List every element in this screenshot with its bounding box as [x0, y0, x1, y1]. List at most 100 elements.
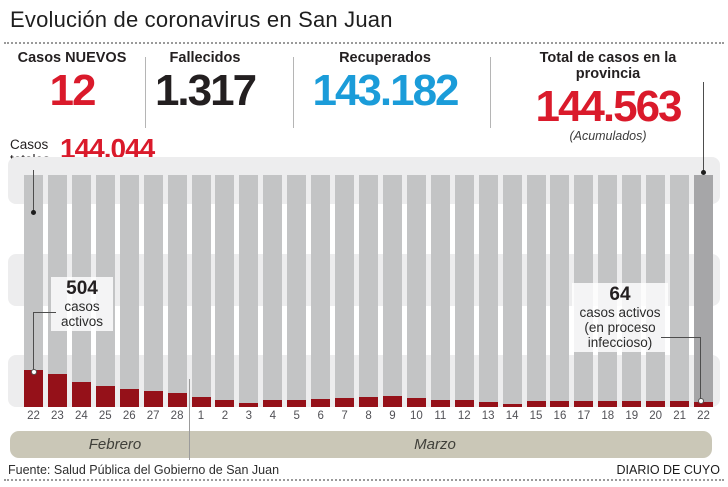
marker-dot-total-provincia: [701, 170, 706, 175]
x-tick-label: 23: [51, 410, 64, 422]
total-bar: [287, 175, 307, 407]
total-bar: [143, 175, 163, 407]
active-bar: [406, 398, 426, 407]
leader-line-feb-active-v: [33, 312, 34, 370]
total-bar: [430, 175, 450, 407]
stat-total-provincia: Total de casos en la provincia 144.563 (…: [510, 50, 706, 143]
total-bar: [359, 175, 379, 407]
active-bar: [622, 401, 642, 407]
total-bar: [335, 175, 355, 407]
leader-line-mar-active-h: [661, 337, 700, 338]
marker-dot-feb-active: [31, 369, 37, 375]
active-bar: [598, 401, 618, 407]
total-bar: [382, 175, 402, 407]
total-bar: [311, 175, 331, 407]
x-tick-label: 25: [98, 410, 112, 422]
stat-label: Fallecidos: [169, 50, 241, 66]
x-tick-label: 27: [146, 410, 160, 422]
x-tick-label: 16: [553, 410, 567, 422]
active-bar: [263, 400, 283, 407]
annotation-line: (en proceso: [584, 320, 656, 335]
total-bar: [550, 175, 570, 407]
x-tick-label: 21: [673, 410, 686, 422]
total-bar: [263, 175, 283, 407]
stat-recuperados: Recuperados 143.182: [302, 50, 468, 113]
annotation-line: casos activos: [579, 305, 661, 320]
annotation-line: activos: [60, 314, 104, 329]
active-bar: [359, 397, 379, 407]
x-tick-label: 8: [365, 410, 372, 422]
active-bar: [239, 403, 259, 407]
page-title: Evolución de coronavirus en San Juan: [10, 7, 393, 32]
stat-note: (Acumulados): [569, 129, 647, 143]
stat-casos-nuevos: Casos NUEVOS 12: [6, 50, 138, 115]
x-tick-label: 11: [434, 410, 447, 422]
active-bar: [215, 400, 235, 407]
stat-value: 144.563: [535, 82, 682, 131]
total-bar: [167, 175, 187, 407]
active-bar: [95, 386, 115, 407]
x-tick-label: 9: [389, 410, 396, 422]
leader-line-total-provincia: [703, 82, 704, 172]
active-bar: [670, 401, 690, 407]
stat-fallecidos: Fallecidos 1.317: [152, 50, 258, 115]
active-bar: [24, 370, 43, 407]
active-bar: [574, 401, 594, 407]
x-tick-label: 3: [245, 410, 253, 422]
active-bar: [502, 404, 522, 407]
active-bar: [646, 401, 666, 407]
annotation-value: 64: [609, 284, 631, 305]
active-bar: [167, 393, 187, 407]
x-tick-label: 2: [221, 410, 229, 422]
stat-label: Total de casos en la provincia: [539, 50, 677, 82]
stat-value: 1.317: [154, 66, 257, 115]
month-divider-line: [189, 379, 190, 460]
active-bar: [335, 398, 355, 407]
x-tick-label: 15: [529, 410, 543, 422]
month-label-febrero: Febrero: [88, 436, 142, 453]
total-bar: [478, 175, 498, 407]
x-tick-label: 20: [649, 410, 663, 422]
x-tick-label: 13: [481, 410, 495, 422]
active-bar: [694, 402, 714, 407]
active-bar: [191, 397, 211, 407]
annotation-value: 504: [66, 278, 98, 299]
x-tick-label: 17: [577, 410, 591, 422]
active-bar: [311, 399, 331, 407]
annotation-feb-active: 504 casos activos: [51, 277, 113, 331]
x-tick-label: 1: [197, 410, 205, 422]
active-bar: [47, 374, 67, 407]
stat-value: 12: [49, 66, 97, 115]
total-bar: [215, 175, 235, 407]
marker-dot-mar-active: [698, 398, 704, 404]
month-axis-band: [10, 431, 712, 458]
x-tick-label: 18: [601, 410, 615, 422]
active-bar: [478, 402, 498, 407]
x-tick-label: 12: [457, 410, 471, 422]
stat-label: Casos NUEVOS: [17, 50, 127, 66]
marker-dot-casos-totales: [31, 210, 36, 215]
total-bar: [24, 175, 43, 407]
active-bar: [454, 400, 474, 407]
x-tick-label: 10: [409, 410, 423, 422]
x-tick-label: 14: [505, 410, 519, 422]
leader-line-mar-active-v: [700, 337, 701, 400]
active-bar: [119, 389, 139, 407]
total-bar: [239, 175, 259, 407]
active-bar: [550, 401, 570, 407]
total-bar: [526, 175, 546, 407]
active-bar: [71, 382, 91, 407]
stat-label: Recuperados: [339, 50, 431, 66]
x-tick-label: 28: [170, 410, 184, 422]
total-bar: [694, 175, 714, 407]
x-tick-label: 19: [625, 410, 639, 422]
total-bar: [502, 175, 522, 407]
total-bar: [119, 175, 139, 407]
active-bar: [430, 400, 450, 407]
x-tick-label: 6: [317, 410, 324, 422]
stat-divider: [490, 57, 491, 128]
x-tick-label: 24: [74, 410, 88, 422]
x-tick-label: 5: [293, 410, 300, 422]
leader-line-feb-active-h: [33, 312, 56, 313]
